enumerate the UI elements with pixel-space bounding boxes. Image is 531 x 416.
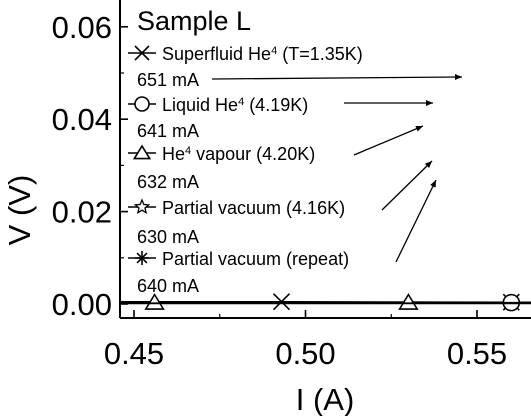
legend-marker bbox=[133, 198, 151, 215]
series-layer bbox=[120, 293, 531, 312]
legend-label: Partial vacuum (4.16K) bbox=[162, 198, 345, 218]
current-annotation: 632 mA bbox=[137, 172, 199, 192]
chart-title: Sample L bbox=[137, 6, 251, 36]
y-tick-label: 0.00 bbox=[52, 287, 112, 322]
annotation-arrow bbox=[395, 179, 437, 263]
data-point bbox=[272, 293, 291, 311]
series-5 bbox=[120, 302, 531, 305]
annotation-arrow bbox=[381, 160, 433, 211]
series-line bbox=[120, 301, 531, 303]
axes-layer: 0.450.500.550.600.650.000.020.040.06 bbox=[52, 0, 531, 371]
x-tick-label: 0.45 bbox=[104, 336, 164, 371]
legend: Superfluid He4 (T=1.35K) 651 mA Liquid He4… bbox=[128, 44, 463, 296]
legend-marker bbox=[132, 144, 152, 160]
annotation-arrow bbox=[344, 100, 433, 106]
data-point bbox=[398, 293, 419, 310]
annotation-arrow bbox=[211, 74, 463, 81]
legend-item: Superfluid He4 (T=1.35K) 651 mA bbox=[128, 44, 363, 90]
legend-label: He4 vapour (4.20K) bbox=[162, 144, 315, 164]
legend-item: He4 vapour (4.20K) 632 mA bbox=[128, 144, 315, 192]
legend-label: Liquid He4 (4.19K) bbox=[162, 95, 308, 115]
y-tick-label: 0.02 bbox=[52, 195, 112, 230]
y-axis-label: V (V) bbox=[2, 175, 37, 246]
legend-label: Partial vacuum (repeat) bbox=[162, 249, 349, 269]
y-tick-label: 0.06 bbox=[52, 10, 112, 45]
legend-item: Partial vacuum (repeat) 640 mA bbox=[128, 249, 349, 296]
annotation-arrow bbox=[353, 125, 424, 156]
x-tick-label: 0.55 bbox=[447, 336, 507, 371]
y-tick-label: 0.04 bbox=[52, 102, 112, 137]
x-tick-label: 0.50 bbox=[275, 336, 335, 371]
legend-marker bbox=[134, 45, 150, 61]
current-annotation: 641 mA bbox=[137, 121, 199, 141]
current-annotation: 640 mA bbox=[137, 276, 199, 296]
legend-label: Superfluid He4 (T=1.35K) bbox=[162, 44, 363, 64]
legend-marker bbox=[135, 251, 149, 265]
current-annotation: 630 mA bbox=[137, 227, 199, 247]
series-line bbox=[120, 302, 531, 305]
data-point bbox=[144, 293, 165, 310]
current-annotation: 651 mA bbox=[137, 70, 199, 90]
x-axis-label: I (A) bbox=[296, 382, 355, 416]
legend-item: Liquid He4 (4.19K) 641 mA bbox=[128, 95, 308, 141]
legend-marker bbox=[134, 96, 150, 112]
legend-item: Partial vacuum (4.16K) 630 mA bbox=[128, 198, 345, 247]
